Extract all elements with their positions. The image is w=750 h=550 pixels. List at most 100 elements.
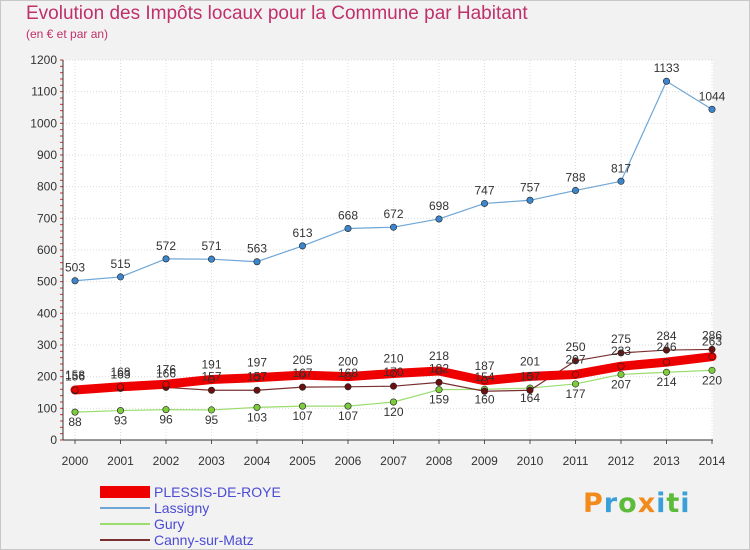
data-label-lassigny: 613 (292, 226, 312, 240)
x-tick-label: 2003 (198, 454, 225, 468)
data-label-plessis-de-roye: 168 (110, 365, 130, 379)
data-label-plessis-de-roye: 191 (201, 358, 221, 372)
y-tick-label: 0 (50, 433, 57, 447)
data-point-lassigny (208, 255, 216, 263)
data-point-lassigny (117, 273, 125, 281)
data-label-lassigny: 817 (611, 161, 631, 175)
data-label-gury: 220 (702, 373, 722, 387)
data-label-gury: 177 (565, 387, 585, 401)
legend-swatch (100, 539, 150, 541)
data-point-lassigny (298, 242, 306, 250)
legend-item-plessis-de-roye: PLESSIS-DE-ROYE (100, 484, 360, 500)
data-label-canny-sur-matz: 157 (201, 369, 221, 383)
y-tick-label: 800 (37, 180, 57, 194)
legend-item-lassigny: Lassigny (100, 500, 360, 516)
data-point-gury (389, 398, 397, 406)
data-label-canny-sur-matz: 167 (292, 366, 312, 380)
data-point-gury (208, 406, 216, 414)
data-point-plessis-de-roye (662, 358, 670, 366)
data-point-plessis-de-roye (617, 362, 625, 370)
data-label-gury: 164 (520, 391, 540, 405)
data-point-lassigny (344, 224, 352, 232)
data-point-lassigny (435, 215, 443, 223)
legend-item-gury: Gury (100, 516, 360, 532)
x-tick-label: 2011 (563, 454, 589, 468)
data-point-gury (71, 408, 79, 416)
data-label-canny-sur-matz: 170 (383, 365, 403, 379)
data-label-lassigny: 747 (474, 183, 494, 197)
y-tick-label: 200 (37, 370, 57, 384)
logo-letter: P (583, 488, 604, 519)
data-point-plessis-de-roye (526, 372, 534, 380)
data-point-plessis-de-roye (208, 376, 216, 384)
data-point-lassigny (389, 223, 397, 231)
legend: PLESSIS-DE-ROYE Lassigny Gury Canny-sur-Mat… (100, 484, 360, 548)
legend-swatch (100, 523, 150, 525)
legend-swatch (100, 507, 150, 509)
x-tick-label: 2012 (608, 454, 635, 468)
x-tick-label: 2014 (699, 454, 726, 468)
data-point-canny-sur-matz (389, 382, 397, 390)
chart-subtitle: (en € et par an) (26, 27, 109, 41)
data-label-lassigny: 572 (156, 239, 176, 253)
data-label-plessis-de-roye: 210 (383, 352, 403, 366)
data-point-canny-sur-matz (298, 383, 306, 391)
legend-label: PLESSIS-DE-ROYE (154, 484, 281, 500)
data-point-plessis-de-roye (571, 370, 579, 378)
data-point-plessis-de-roye (162, 380, 170, 388)
data-point-gury (253, 403, 261, 411)
y-tick-label: 100 (37, 401, 57, 415)
data-label-plessis-de-roye: 201 (520, 354, 540, 368)
data-label-plessis-de-roye: 176 (156, 362, 176, 376)
data-label-gury: 120 (383, 405, 403, 419)
y-tick-label: 700 (37, 211, 57, 225)
data-label-gury: 159 (429, 393, 449, 407)
data-label-lassigny: 515 (110, 257, 130, 271)
data-point-plessis-de-roye (435, 367, 443, 375)
logo-letter: o (618, 488, 638, 519)
data-label-lassigny: 1044 (699, 89, 726, 103)
data-label-canny-sur-matz: 157 (520, 369, 540, 383)
data-label-lassigny: 503 (65, 261, 85, 275)
data-label-gury: 103 (247, 410, 267, 424)
data-point-canny-sur-matz (708, 345, 716, 353)
data-label-canny-sur-matz: 163 (110, 367, 130, 381)
y-tick-label: 500 (37, 275, 57, 289)
data-point-gury (708, 366, 716, 374)
data-point-canny-sur-matz (617, 349, 625, 357)
data-label-canny-sur-matz: 154 (474, 370, 494, 384)
logo-letter: x (637, 488, 657, 519)
x-tick-label: 2001 (107, 454, 134, 468)
data-point-lassigny (662, 77, 670, 85)
data-point-canny-sur-matz (480, 387, 488, 395)
x-tick-label: 2013 (653, 454, 680, 468)
data-label-lassigny: 571 (201, 239, 221, 253)
data-point-gury (344, 402, 352, 410)
data-point-plessis-de-roye (389, 369, 397, 377)
y-tick-label: 1200 (30, 53, 57, 67)
data-label-plessis-de-roye: 246 (656, 340, 676, 354)
data-label-canny-sur-matz: 157 (247, 369, 267, 383)
x-tick-label: 2009 (471, 454, 498, 468)
data-label-plessis-de-roye: 158 (65, 368, 85, 382)
data-label-canny-sur-matz: 286 (702, 328, 722, 342)
data-point-canny-sur-matz (344, 383, 352, 391)
data-label-canny-sur-matz: 275 (611, 332, 631, 346)
data-point-gury (617, 370, 625, 378)
data-label-gury: 93 (114, 414, 128, 428)
data-label-plessis-de-roye: 218 (429, 349, 449, 363)
x-tick-label: 2004 (244, 454, 271, 468)
data-point-canny-sur-matz (435, 378, 443, 386)
data-label-gury: 95 (205, 413, 219, 427)
legend-label: Lassigny (154, 500, 210, 516)
legend-swatch (100, 486, 150, 498)
data-label-lassigny: 757 (520, 180, 540, 194)
x-tick-label: 2002 (153, 454, 180, 468)
data-point-plessis-de-roye (344, 373, 352, 381)
data-point-canny-sur-matz (571, 357, 579, 365)
data-label-canny-sur-matz: 168 (338, 366, 358, 380)
data-label-lassigny: 788 (565, 170, 585, 184)
data-label-lassigny: 563 (247, 242, 267, 256)
y-tick-label: 300 (37, 338, 57, 352)
chart-title: Evolution des Impôts locaux pour la Comm… (26, 3, 528, 24)
